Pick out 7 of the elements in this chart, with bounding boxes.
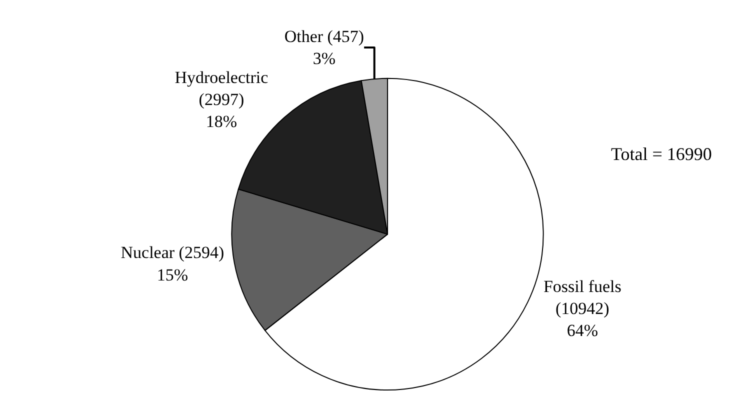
text: Total = 16990 (611, 144, 712, 164)
slice-label: Fossil fuels (543, 276, 622, 296)
slice-label: Hydroelectric (174, 68, 269, 88)
data-label: (10942) 64% (555, 298, 610, 340)
slice-label: Other (457) 3% (284, 26, 364, 68)
slice-label: Nuclear (2594) 15% (120, 243, 224, 284)
data-label: (2997) 18% (198, 90, 244, 132)
